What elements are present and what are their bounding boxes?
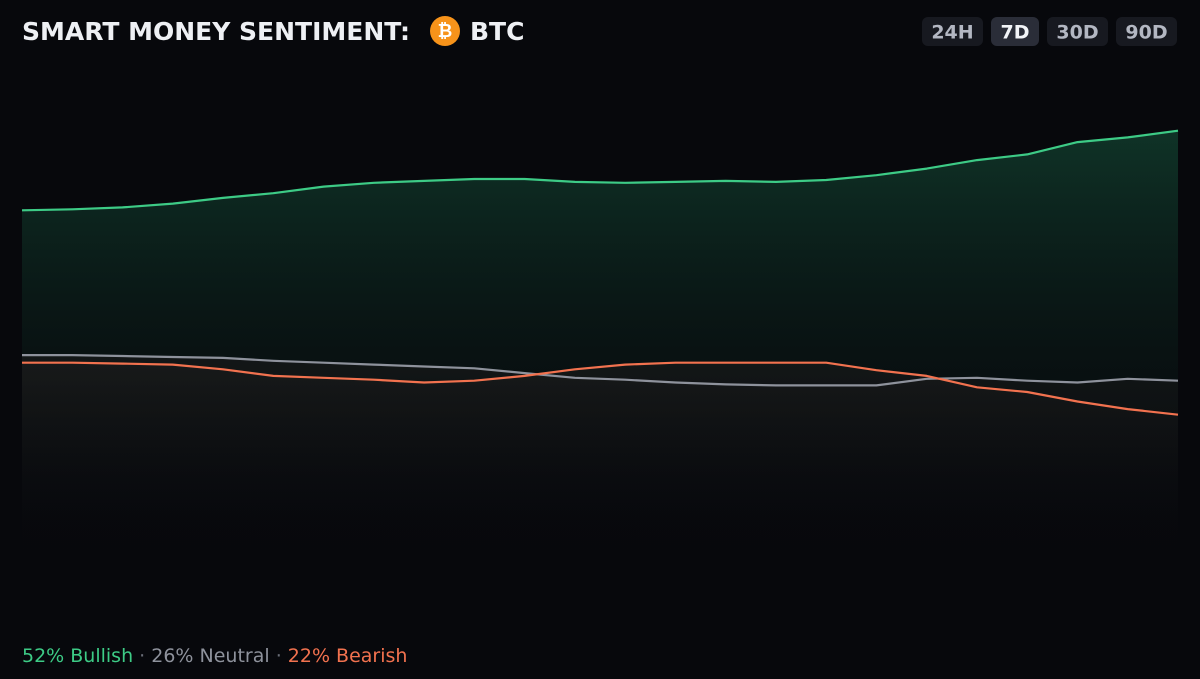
range-button-label[interactable]: 90D xyxy=(1125,22,1167,44)
area xyxy=(22,362,1178,560)
coin-name: BTC xyxy=(470,17,524,46)
range-button-label[interactable]: 30D xyxy=(1056,22,1098,44)
series-line xyxy=(22,361,1179,416)
legend-entry: 26% Neutral xyxy=(151,645,269,667)
coin-icon xyxy=(430,16,460,46)
coin-symbol: ₿ xyxy=(438,21,453,42)
series-line xyxy=(21,129,1179,212)
range-selector: 90D 30D 7D 24H xyxy=(922,17,1177,46)
range-button-bg[interactable] xyxy=(922,17,983,46)
range-button-bg[interactable] xyxy=(1047,17,1108,46)
range-button-label[interactable]: 7D xyxy=(1001,22,1030,44)
separator: · xyxy=(133,645,151,667)
legend-entry: 22% Bearish xyxy=(288,645,408,667)
range-button[interactable]: 24H xyxy=(922,17,983,46)
range-button[interactable]: 7D xyxy=(991,17,1039,46)
range-button[interactable]: 90D xyxy=(1116,17,1177,46)
plot-area xyxy=(21,129,1179,560)
title: SMART MONEY SENTIMENT: xyxy=(22,17,410,46)
range-button-bg[interactable] xyxy=(1116,17,1177,46)
range-button[interactable]: 30D xyxy=(1047,17,1108,46)
series-line xyxy=(22,354,1179,387)
range-button-bg[interactable] xyxy=(991,17,1039,46)
legend-entry: 52% Bullish xyxy=(22,645,133,667)
legend: 52% Bullish · 26% Neutral · 22% Bearish xyxy=(22,645,407,667)
range-button-label[interactable]: 24H xyxy=(931,22,973,44)
separator: · xyxy=(270,645,288,667)
